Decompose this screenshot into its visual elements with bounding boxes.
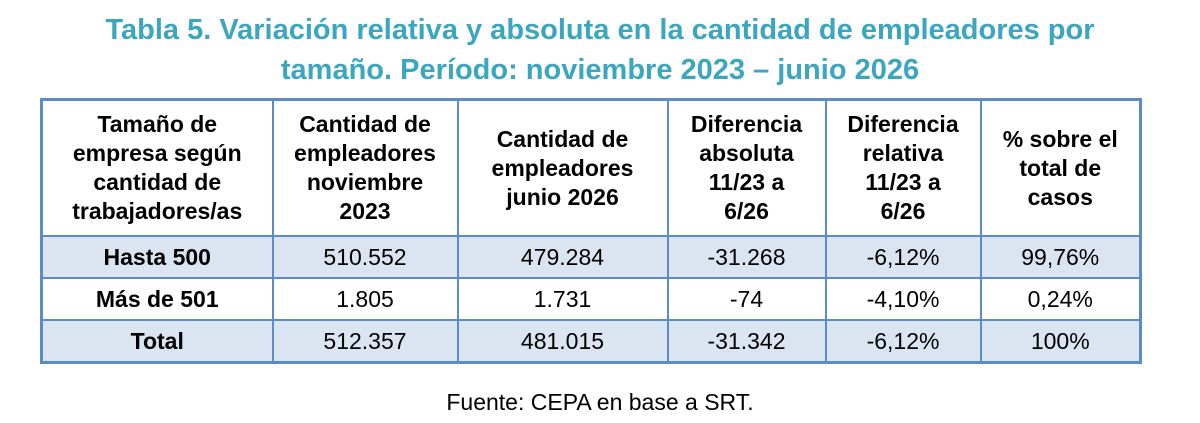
cell-jun-2026: 1.731 <box>456 277 669 321</box>
header-text: 2023 <box>339 198 391 224</box>
header-absolute-difference: Diferencia absoluta 11/23 a 6/26 <box>666 98 827 237</box>
header-text: junio 2026 <box>506 183 619 210</box>
cell-percent-total: 100% <box>979 319 1142 364</box>
header-company-size: Tamaño de empresa según cantidad de trab… <box>40 98 274 237</box>
header-employers-jun-2026: Cantidad de empleadores junio 2026 <box>456 98 669 237</box>
table-title: Tabla 5. Variación relativa y absoluta e… <box>0 10 1200 90</box>
header-text: Diferencia <box>847 111 959 137</box>
header-text: trabajadores/as <box>72 198 243 224</box>
header-relative-difference: Diferencia relativa 11/23 a 6/26 <box>824 98 982 237</box>
table-row: Más de 501 1.805 1.731 -74 -4,10% 0,24% <box>40 277 1142 321</box>
cell-absolute-diff: -31.268 <box>666 235 827 279</box>
header-text: Tamaño de <box>97 111 218 137</box>
header-text: Cantidad de <box>299 111 431 137</box>
header-text: 11/23 a <box>708 169 785 195</box>
cell-relative-diff: -6,12% <box>824 235 982 279</box>
header-text: 11/23 a <box>865 169 941 195</box>
header-text: empresa según <box>72 140 242 166</box>
header-row: Tamaño de empresa según cantidad de trab… <box>40 98 1142 237</box>
table-row-total: Total 512.357 481.015 -31.342 -6,12% 100… <box>40 319 1142 364</box>
header-text: noviembre <box>306 169 424 195</box>
header-text: cantidad de <box>93 169 222 195</box>
header-text: absoluta <box>699 140 794 166</box>
table-title-line-1: Tabla 5. Variación relativa y absoluta e… <box>105 14 1095 46</box>
cell-nov-2023: 510.552 <box>271 235 459 279</box>
cell-percent-total: 0,24% <box>979 277 1142 321</box>
cell-nov-2023: 512.357 <box>271 319 459 364</box>
header-text: empleadores <box>491 154 634 181</box>
cell-percent-total: 99,76% <box>979 235 1142 279</box>
header-employers-nov-2023: Cantidad de empleadores noviembre 2023 <box>271 98 459 237</box>
cell-jun-2026: 479.284 <box>456 235 669 279</box>
row-label: Hasta 500 <box>40 235 274 279</box>
employers-table: Tamaño de empresa según cantidad de trab… <box>40 98 1142 364</box>
source-note: Fuente: CEPA en base a SRT. <box>446 389 754 415</box>
table-title-line-2: tamaño. Período: noviembre 2023 – junio … <box>280 54 920 86</box>
header-text: casos <box>1027 183 1093 210</box>
row-label: Total <box>40 319 274 364</box>
header-text: Diferencia <box>690 111 803 137</box>
header-text: 6/26 <box>724 198 769 224</box>
table-row: Hasta 500 510.552 479.284 -31.268 -6,12%… <box>40 235 1142 279</box>
header-text: Cantidad de <box>496 125 629 152</box>
cell-relative-diff: -6,12% <box>824 319 982 364</box>
cell-absolute-diff: -31.342 <box>666 319 827 364</box>
cell-nov-2023: 1.805 <box>271 277 459 321</box>
row-label: Más de 501 <box>40 277 274 321</box>
cell-jun-2026: 481.015 <box>456 319 669 364</box>
header-text: empleadores <box>294 140 436 166</box>
header-text: relativa <box>862 140 944 166</box>
cell-absolute-diff: -74 <box>666 277 827 321</box>
header-text: total de <box>1019 154 1102 181</box>
header-percent-of-total: % sobre el total de casos <box>979 98 1142 237</box>
cell-relative-diff: -4,10% <box>824 277 982 321</box>
header-text: % sobre el <box>1002 125 1118 152</box>
header-text: 6/26 <box>880 198 926 224</box>
